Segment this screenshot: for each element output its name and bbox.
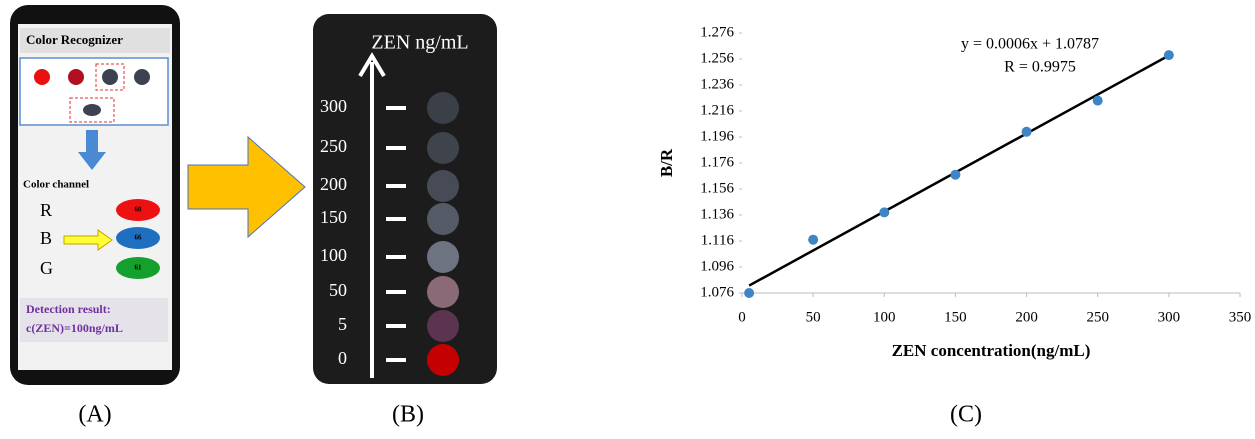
swatch xyxy=(427,203,459,235)
level-label: 0 xyxy=(338,348,347,368)
y-tick-label: 1.216 xyxy=(700,102,734,118)
x-tick-label: 200 xyxy=(1015,309,1038,325)
app-title: Color Recognizer xyxy=(26,32,123,47)
point xyxy=(1022,127,1032,137)
level-label: 300 xyxy=(320,96,347,116)
swatch xyxy=(427,92,459,124)
equation: y = 0.0006x + 1.0787 xyxy=(961,36,1099,53)
y-tick-label: 1.136 xyxy=(700,206,734,222)
swatch xyxy=(427,344,459,376)
swatch xyxy=(427,241,459,273)
y-tick-label: 1.096 xyxy=(700,258,734,274)
channel-value: 60 xyxy=(135,206,143,214)
point xyxy=(1164,50,1174,60)
y-tick-label: 1.196 xyxy=(700,128,734,144)
y-axis-title: B/R xyxy=(657,148,676,177)
figure: Color Recognizer Color channel R 60 B 66 G 61… xyxy=(0,0,1255,439)
point xyxy=(744,288,754,298)
x-tick-label: 250 xyxy=(1086,309,1109,325)
y-tick-label: 1.156 xyxy=(700,180,734,196)
level-label: 200 xyxy=(320,174,347,194)
point xyxy=(950,170,960,180)
x-tick-label: 350 xyxy=(1229,309,1252,325)
r-value: R = 0.9975 xyxy=(1004,59,1076,76)
sample-dot xyxy=(102,69,118,85)
x-tick-label: 100 xyxy=(873,309,896,325)
y-tick-label: 1.276 xyxy=(700,24,734,40)
swatch xyxy=(427,276,459,308)
level-label: 50 xyxy=(329,280,347,300)
swatch xyxy=(427,132,459,164)
channel-title: Color channel xyxy=(23,179,89,191)
y-tick-label: 1.256 xyxy=(700,50,734,66)
panel-label: (B) xyxy=(392,402,424,428)
channel-name: R xyxy=(40,200,52,220)
point xyxy=(1093,96,1103,106)
x-tick-label: 300 xyxy=(1158,309,1181,325)
sample-dot xyxy=(134,69,150,85)
level-label: 100 xyxy=(320,245,347,265)
level-label: 5 xyxy=(338,314,347,334)
big-arrow xyxy=(188,137,305,237)
swatch xyxy=(427,310,459,342)
y-tick-label: 1.076 xyxy=(700,284,734,300)
y-tick-label: 1.236 xyxy=(700,76,734,92)
x-tick-label: 150 xyxy=(944,309,967,325)
scale-title: ZEN ng/mL xyxy=(371,32,468,54)
channel-name: B xyxy=(40,228,52,248)
panel-label: (C) xyxy=(950,402,982,428)
panel-label: (A) xyxy=(78,402,111,428)
point xyxy=(879,207,889,217)
trendline xyxy=(749,55,1169,285)
x-tick-label: 50 xyxy=(806,309,821,325)
sample-dot xyxy=(34,69,50,85)
channel-value: 66 xyxy=(135,234,143,242)
level-label: 250 xyxy=(320,136,347,156)
y-tick-label: 1.116 xyxy=(701,232,735,248)
x-axis-title: ZEN concentration(ng/mL) xyxy=(892,341,1091,360)
sample-dot xyxy=(83,104,101,116)
sample-dot xyxy=(68,69,84,85)
x-tick-label: 0 xyxy=(738,309,746,325)
point xyxy=(808,235,818,245)
result-line: c(ZEN)=100ng/mL xyxy=(26,321,123,335)
channel-value: 61 xyxy=(135,264,143,272)
y-tick-label: 1.176 xyxy=(700,154,734,170)
level-label: 150 xyxy=(320,207,347,227)
channel-name: G xyxy=(40,258,53,278)
result-line: Detection result: xyxy=(26,302,111,316)
swatch xyxy=(427,170,459,202)
